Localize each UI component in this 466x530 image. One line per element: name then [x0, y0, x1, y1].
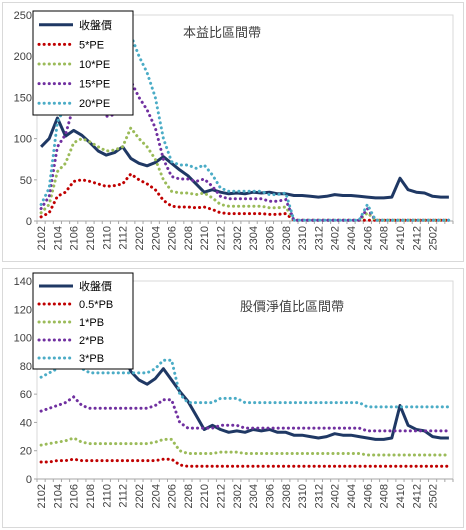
x-tick-label: 2204 [150, 226, 162, 250]
y-tick-label: 150 [14, 92, 32, 104]
x-tick-label: 2210 [199, 484, 211, 508]
x-tick-label: 2212 [216, 484, 228, 508]
legend-label-1: 5*PE [79, 39, 104, 51]
legend-label-2: 10*PE [79, 59, 110, 71]
legend-label-3: 2*PB [79, 335, 104, 347]
x-tick-label: 2204 [150, 484, 162, 508]
x-tick-label: 2412 [411, 226, 423, 250]
legend-label-4: 20*PE [79, 98, 110, 110]
y-tick-label: 100 [14, 333, 32, 345]
y-tick-label: 80 [20, 361, 32, 373]
series-line-3 [39, 395, 451, 433]
pe-band-chart: 0 50 100 150 200 250 2102 2104 2106 2108 2110 2112 2… [2, 2, 464, 262]
legend-label-0: 收盤價 [79, 18, 112, 32]
y-tick-label: 250 [14, 10, 32, 22]
x-tick-label: 2502 [428, 484, 440, 508]
x-tick-label: 2106 [69, 484, 81, 508]
x-tick-label: 2102 [36, 226, 48, 250]
chart-title: 股價淨值比區間帶 [240, 299, 344, 314]
x-tick-label: 2208 [183, 226, 195, 250]
x-tick-label: 2310 [297, 484, 309, 508]
chart-title: 本益比區間帶 [183, 25, 261, 40]
x-tick-label: 2202 [134, 226, 146, 250]
x-tick-label: 2312 [313, 484, 325, 508]
x-tick-label: 2408 [379, 484, 391, 508]
x-tick-label: 2106 [69, 226, 81, 250]
x-tick-label: 2306 [264, 484, 276, 508]
x-tick-label: 2112 [118, 484, 130, 508]
series-line-1 [39, 457, 451, 468]
y-tick-label: 20 [20, 446, 32, 458]
x-tick-label: 2108 [85, 226, 97, 250]
x-tick-label: 2412 [411, 484, 423, 508]
x-tick-label: 2302 [232, 226, 244, 250]
legend-label-4: 3*PB [79, 353, 104, 365]
x-tick-label: 2102 [36, 484, 48, 508]
series-line-4 [39, 353, 451, 409]
pb-band-chart: 0 20 40 60 80 100 120 140 2102 2104 2106 2108 2110 21… [2, 268, 464, 528]
y-tick-label: 140 [14, 276, 32, 288]
x-tick-label: 2212 [216, 226, 228, 250]
y-tick-label: 120 [14, 304, 32, 316]
x-tick-label: 2202 [134, 484, 146, 508]
y-tick-label: 0 [26, 474, 32, 486]
x-tick-label: 2110 [101, 484, 113, 508]
x-tick-label: 2208 [183, 484, 195, 508]
x-tick-label: 2108 [85, 484, 97, 508]
x-tick-label: 2206 [167, 484, 179, 508]
y-tick-label: 100 [14, 134, 32, 146]
x-tick-label: 2310 [297, 226, 309, 250]
y-tick-label: 40 [20, 417, 32, 429]
legend-box [32, 272, 134, 370]
legend-label-0: 收盤價 [79, 279, 112, 293]
legend-label-1: 0.5*PB [79, 299, 113, 311]
series-line-0 [40, 116, 449, 200]
series-line-2 [39, 124, 451, 222]
x-tick-label: 2104 [52, 226, 64, 250]
x-tick-label: 2402 [330, 484, 342, 508]
x-tick-label: 2406 [362, 226, 374, 250]
x-tick-label: 2308 [281, 226, 293, 250]
x-tick-label: 2502 [428, 226, 440, 250]
x-tick-label: 2304 [248, 226, 260, 250]
x-tick-label: 2306 [264, 226, 276, 250]
x-tick-label: 2404 [346, 226, 358, 250]
x-tick-label: 2110 [101, 226, 113, 250]
x-tick-label: 2402 [330, 226, 342, 250]
pb-band-chart-svg: 0 20 40 60 80 100 120 140 2102 2104 2106 2108 2110 21… [14, 272, 454, 508]
pe-band-chart-svg: 0 50 100 150 200 250 2102 2104 2106 2108 2110 2112 2… [14, 10, 454, 250]
x-tick-label: 2302 [232, 484, 244, 508]
series-line-2 [39, 436, 451, 457]
x-tick-label: 2410 [395, 226, 407, 250]
x-tick-label: 2404 [346, 484, 358, 508]
x-tick-label: 2112 [118, 226, 130, 250]
y-tick-label: 0 [26, 216, 32, 228]
x-tick-label: 2210 [199, 226, 211, 250]
x-tick-label: 2104 [52, 484, 64, 508]
legend-label-3: 15*PE [79, 79, 110, 91]
x-tick-label: 2406 [362, 484, 374, 508]
x-tick-label: 2206 [167, 226, 179, 250]
x-tick-label: 2304 [248, 484, 260, 508]
x-tick-label: 2410 [395, 484, 407, 508]
x-tick-label: 2308 [281, 484, 293, 508]
y-tick-label: 60 [20, 389, 32, 401]
y-tick-label: 200 [14, 51, 32, 63]
x-tick-label: 2408 [379, 226, 391, 250]
y-tick-label: 50 [20, 175, 32, 187]
legend-label-2: 1*PB [79, 317, 104, 329]
x-tick-label: 2312 [313, 226, 325, 250]
